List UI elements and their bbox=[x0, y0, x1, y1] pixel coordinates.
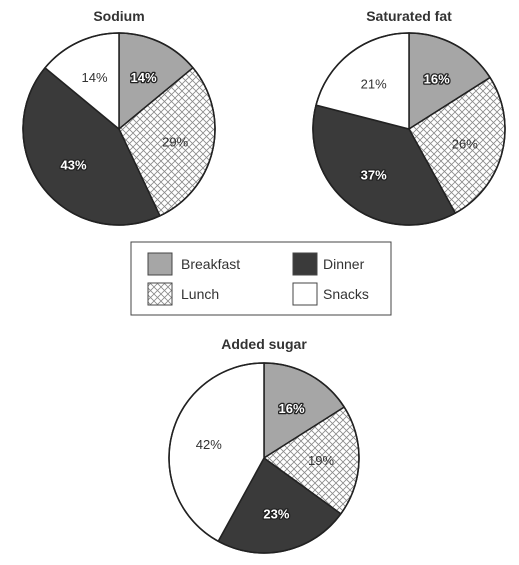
sodium-outline bbox=[22, 32, 216, 226]
sodium-labels: 14% 29% 43% 14% bbox=[59, 69, 188, 174]
legend-swatch-snacks bbox=[292, 282, 318, 306]
legend: Breakfast Dinner Lunch Snacks bbox=[130, 241, 392, 316]
sodium-label-dinner: 43% bbox=[60, 157, 86, 172]
sodium-label-snacks: 14% bbox=[81, 70, 107, 85]
saturated-fat-label-lunch: 26% bbox=[452, 136, 478, 151]
added-sugar-pie-chart: Added sugar 16% 19% 23% 42% bbox=[168, 336, 360, 554]
added-sugar-label-snacks: 42% bbox=[196, 437, 222, 452]
added-sugar-label-dinner: 23% bbox=[263, 507, 289, 522]
saturated-fat-chart-title: Saturated fat bbox=[366, 8, 452, 24]
saturated-fat-label-snacks: 21% bbox=[361, 77, 387, 92]
saturated-fat-pie-chart: Saturated fat 16% 26% 37% 21% bbox=[312, 8, 506, 226]
added-sugar-label-breakfast: 16% bbox=[278, 401, 304, 416]
legend-label-snacks: Snacks bbox=[323, 286, 369, 302]
sodium-slices bbox=[22, 32, 216, 226]
legend-swatch-breakfast bbox=[147, 252, 173, 276]
added-sugar-labels: 16% 19% 23% 42% bbox=[196, 400, 335, 523]
legend-swatch-lunch bbox=[147, 282, 173, 306]
sodium-label-lunch: 29% bbox=[162, 135, 188, 150]
added-sugar-chart-title: Added sugar bbox=[221, 336, 307, 352]
legend-box bbox=[130, 241, 392, 316]
saturated-fat-outline bbox=[312, 32, 506, 226]
added-sugar-slices bbox=[168, 362, 360, 554]
legend-label-breakfast: Breakfast bbox=[181, 256, 240, 272]
sodium-pie-chart: Sodium 14% 29% 43% 14% bbox=[22, 8, 216, 226]
legend-swatch-dinner bbox=[292, 252, 318, 276]
sodium-label-breakfast: 14% bbox=[130, 70, 156, 85]
saturated-fat-label-dinner: 37% bbox=[361, 168, 387, 183]
saturated-fat-slices bbox=[312, 32, 506, 226]
legend-label-lunch: Lunch bbox=[181, 286, 219, 302]
added-sugar-label-lunch: 19% bbox=[308, 453, 334, 468]
sodium-chart-title: Sodium bbox=[93, 8, 144, 24]
legend-label-dinner: Dinner bbox=[323, 256, 365, 272]
saturated-fat-label-breakfast: 16% bbox=[424, 72, 450, 87]
added-sugar-outline bbox=[168, 362, 360, 554]
saturated-fat-labels: 16% 26% 37% 21% bbox=[359, 70, 478, 184]
